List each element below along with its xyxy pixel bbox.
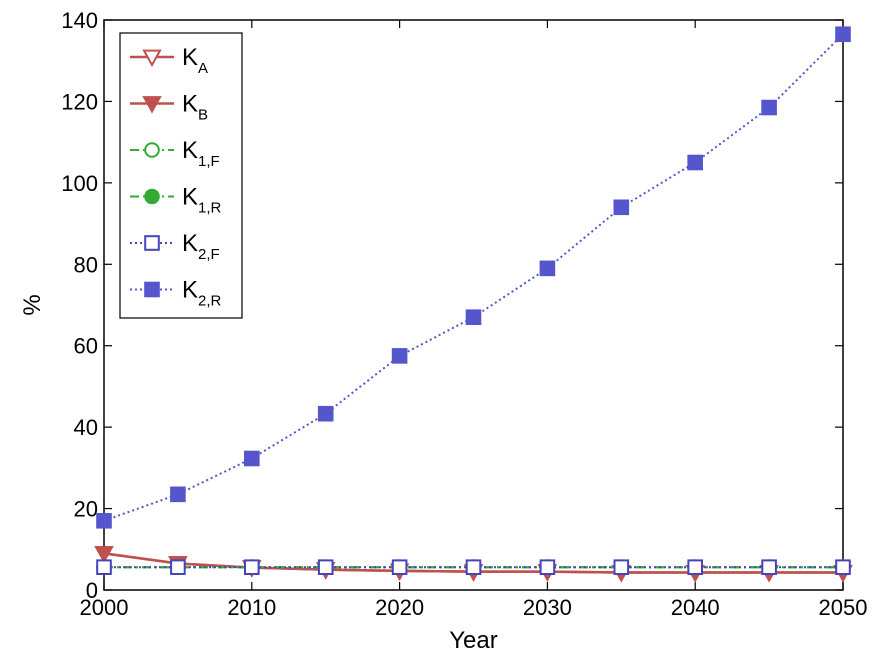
data-point <box>835 26 851 43</box>
series-k-2-r <box>96 26 851 529</box>
legend-item: K1,R <box>130 184 222 217</box>
data-point <box>465 309 482 326</box>
legend-marker <box>144 188 160 205</box>
data-point <box>687 154 704 171</box>
legend-label: K1,F <box>182 137 220 170</box>
legend-label: K2,R <box>182 277 222 310</box>
x-tick-label: 2010 <box>227 595 276 620</box>
series-k-2-f <box>96 559 851 576</box>
legend-item: K2,F <box>130 230 220 263</box>
legend: KA KB K1,F K1,R K2,F K2,R <box>119 32 243 319</box>
x-axis-label: Year <box>449 627 498 654</box>
x-tick-label: 2000 <box>80 595 129 620</box>
series-layer <box>94 26 853 583</box>
legend-item: KA <box>130 44 208 77</box>
data-point <box>539 260 556 277</box>
legend-marker <box>142 49 162 68</box>
y-tick-label: 40 <box>74 415 98 440</box>
data-point <box>170 486 186 503</box>
legend-item: K1,F <box>130 137 220 170</box>
y-tick-label: 140 <box>61 8 98 33</box>
series-line <box>103 33 844 522</box>
data-point <box>244 450 260 467</box>
data-point <box>465 559 482 576</box>
y-axis-label: % <box>19 294 46 315</box>
legend-label: KB <box>182 91 208 124</box>
data-point <box>96 512 112 529</box>
y-tick-label: 20 <box>74 497 98 522</box>
legend-marker <box>144 142 160 158</box>
data-point <box>317 559 334 576</box>
data-point <box>539 559 556 576</box>
data-point <box>761 99 777 116</box>
x-tick-label: 2040 <box>671 595 720 620</box>
data-point <box>170 559 186 576</box>
data-point <box>613 559 630 576</box>
legend-label: KA <box>182 44 208 77</box>
data-point <box>391 348 408 364</box>
data-point <box>96 559 112 576</box>
y-tick-label: 0 <box>86 578 98 603</box>
y-tick-label: 100 <box>61 171 98 196</box>
legend-marker <box>144 235 160 251</box>
data-point <box>94 545 114 564</box>
legend-label: K2,F <box>182 230 220 263</box>
legend-item: KB <box>130 91 208 124</box>
x-tick-label: 2050 <box>819 595 868 620</box>
data-point <box>835 559 851 576</box>
legend-box <box>119 32 243 319</box>
data-point <box>244 559 260 576</box>
legend-marker <box>142 96 162 114</box>
data-point <box>317 405 334 422</box>
y-tick-label: 80 <box>74 252 98 277</box>
data-point <box>761 559 777 576</box>
y-tick-label: 120 <box>61 89 98 114</box>
x-tick-label: 2020 <box>375 595 424 620</box>
data-point <box>613 199 630 216</box>
x-tick-label: 2030 <box>523 595 572 620</box>
legend-item: K2,R <box>130 277 222 310</box>
data-point <box>687 559 704 576</box>
data-point <box>391 559 408 576</box>
ticks-layer: 2000 2010 2020 2030 2040 20500204060801001201… <box>61 8 867 620</box>
legend-marker <box>144 281 160 298</box>
legend-label: K1,R <box>182 184 222 217</box>
y-tick-label: 60 <box>74 334 98 359</box>
